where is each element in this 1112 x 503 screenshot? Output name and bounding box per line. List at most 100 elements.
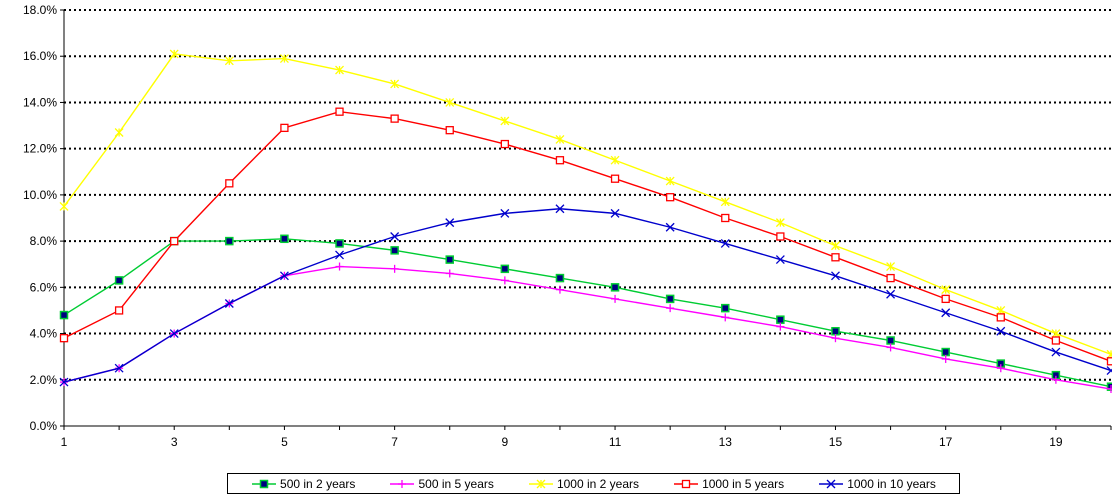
y-tick-label: 2.0% xyxy=(30,373,58,387)
data-point xyxy=(259,479,269,488)
data-point xyxy=(114,363,124,373)
data-point xyxy=(1106,366,1112,375)
data-point xyxy=(996,313,1005,322)
y-tick-label: 6.0% xyxy=(30,280,58,294)
legend-swatch xyxy=(674,479,699,488)
legend-item: 500 in 5 years xyxy=(389,477,494,491)
data-point xyxy=(555,156,565,165)
data-point xyxy=(335,250,344,260)
line-chart: 0.0% 2.0% 4.0% 6.0% 8.0% 10.0% 12.0% 14.0% 16.0%… xyxy=(23,3,1112,449)
data-point xyxy=(776,322,785,331)
data-point xyxy=(941,285,951,295)
legend: 500 in 2 years 500 in 5 years 1000 in 2 ye… xyxy=(227,473,960,494)
data-point xyxy=(610,283,620,292)
data-point xyxy=(445,218,455,228)
x-tick-label: 11 xyxy=(609,435,622,449)
data-point xyxy=(1106,357,1112,366)
data-point xyxy=(941,308,951,318)
series-1 xyxy=(59,234,1112,391)
data-point xyxy=(280,123,289,133)
series-line xyxy=(63,238,1112,388)
data-point xyxy=(720,197,730,207)
data-point xyxy=(610,155,620,165)
data-point xyxy=(225,179,234,188)
x-tick-label: 5 xyxy=(281,435,288,449)
data-point xyxy=(500,208,510,218)
data-point xyxy=(776,232,785,241)
series-line xyxy=(63,53,1112,356)
legend-swatch xyxy=(252,479,277,488)
data-point xyxy=(114,306,124,315)
legend-swatch xyxy=(528,479,553,488)
data-point xyxy=(1107,385,1112,394)
data-point xyxy=(59,334,69,343)
legend-item: 500 in 2 years xyxy=(251,477,355,491)
data-point xyxy=(831,271,840,281)
data-point xyxy=(886,262,896,271)
data-point xyxy=(335,65,344,75)
data-point xyxy=(826,479,836,488)
legend-swatch xyxy=(390,479,415,488)
data-point xyxy=(831,253,840,262)
data-point xyxy=(610,208,620,218)
data-point xyxy=(224,56,234,66)
data-point xyxy=(390,79,400,89)
legend-label: 1000 in 10 years xyxy=(847,476,936,491)
data-point xyxy=(721,313,730,322)
data-point xyxy=(59,310,69,320)
data-point xyxy=(1051,375,1060,384)
data-point xyxy=(681,479,691,488)
x-tick-label: 9 xyxy=(501,435,508,449)
data-point xyxy=(720,238,730,248)
data-point xyxy=(996,305,1006,315)
data-point xyxy=(114,276,124,285)
data-point xyxy=(59,377,69,387)
data-point xyxy=(500,264,510,274)
data-point xyxy=(170,236,179,246)
data-point xyxy=(721,213,730,223)
data-point xyxy=(279,271,289,281)
data-point xyxy=(555,204,565,214)
x-tick-label: 17 xyxy=(939,435,953,449)
data-point xyxy=(555,134,565,144)
data-point xyxy=(831,326,840,336)
y-tick-label: 8.0% xyxy=(30,234,58,248)
data-point xyxy=(665,222,675,232)
data-point xyxy=(445,97,455,107)
y-tick-label: 16.0% xyxy=(23,49,57,63)
data-point xyxy=(445,255,454,264)
data-point xyxy=(398,479,407,488)
data-point xyxy=(831,241,840,251)
data-point xyxy=(279,54,289,63)
data-point xyxy=(775,255,785,265)
data-point xyxy=(831,334,840,343)
data-point xyxy=(169,329,179,339)
legend-label: 1000 in 5 years xyxy=(702,476,785,491)
data-point xyxy=(941,294,950,304)
axes xyxy=(63,10,1111,427)
data-point xyxy=(536,479,546,488)
data-point xyxy=(390,114,399,123)
x-axis-ticks: 1 3 5 7 9 11 13 15 17 19 xyxy=(61,426,1112,449)
data-point xyxy=(169,49,179,59)
gridlines xyxy=(64,9,1111,381)
series-line xyxy=(63,110,1112,362)
data-point xyxy=(1051,347,1061,357)
data-point xyxy=(886,336,895,345)
data-point xyxy=(666,193,675,202)
data-point xyxy=(1106,349,1112,359)
series-line xyxy=(63,208,1112,383)
x-tick-label: 7 xyxy=(391,435,398,449)
data-point xyxy=(721,303,730,313)
y-tick-label: 10.0% xyxy=(23,188,57,202)
data-point xyxy=(445,269,454,278)
data-point xyxy=(500,276,509,285)
data-point xyxy=(886,273,895,283)
series-3 xyxy=(59,49,1112,359)
data-point xyxy=(665,176,675,186)
data-point xyxy=(335,239,344,248)
data-point xyxy=(500,116,510,126)
data-point xyxy=(941,347,950,357)
data-point xyxy=(996,364,1005,373)
legend-item: 1000 in 5 years xyxy=(673,477,784,491)
